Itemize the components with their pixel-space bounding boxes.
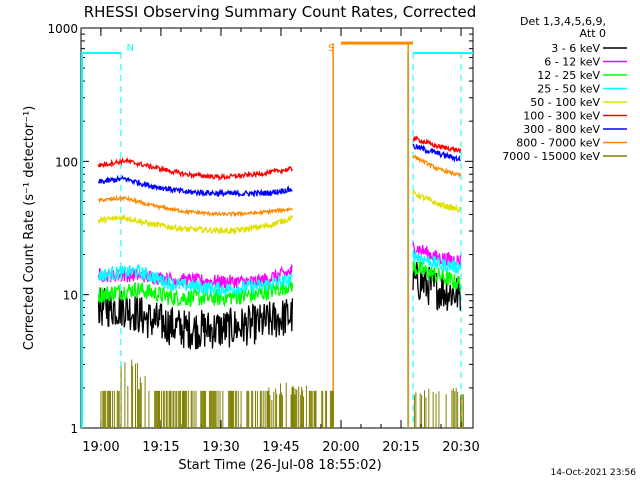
legend-label: 25 - 50 keV bbox=[537, 83, 600, 96]
legend-header-line: Att 0 bbox=[580, 27, 606, 40]
x-tick-label: 19:30 bbox=[202, 440, 239, 455]
series-line bbox=[97, 194, 293, 218]
y-axis-label: Corrected Count Rate (s⁻¹ detector⁻¹) bbox=[22, 106, 37, 351]
y-tick-label: 1 bbox=[70, 422, 78, 436]
y-tick-label: 1000 bbox=[47, 22, 78, 36]
legend-header-line: Det 1,3,4,5,6,9, bbox=[520, 15, 606, 28]
legend-label: 7000 - 15000 keV bbox=[502, 150, 600, 163]
x-axis-label: Start Time (26-Jul-08 18:55:02) bbox=[178, 458, 381, 473]
chart-title: RHESSI Observing Summary Count Rates, Co… bbox=[84, 3, 477, 21]
series-3-6-kev bbox=[97, 261, 462, 350]
series-line bbox=[412, 261, 462, 311]
y-tick-label: 100 bbox=[55, 155, 78, 169]
x-tick-label: 19:15 bbox=[142, 440, 179, 455]
x-tick-label: 20:15 bbox=[382, 440, 419, 455]
series-line bbox=[97, 262, 293, 298]
flag-annotation: N bbox=[127, 43, 134, 54]
legend-label: 100 - 300 keV bbox=[523, 110, 600, 123]
x-tick-label: 20:30 bbox=[442, 440, 479, 455]
legend-label: 50 - 100 keV bbox=[530, 96, 600, 109]
flag-annotation: S bbox=[328, 43, 334, 54]
x-axis: 19:00 19:15 19:30 19:45 20:00 20:15 20:30 Star… bbox=[82, 28, 480, 473]
series-300-800-kev bbox=[97, 143, 461, 198]
x-tick-label: 19:00 bbox=[82, 440, 119, 455]
series-6-12-kev bbox=[97, 242, 462, 290]
series-7000-15000-kev bbox=[100, 359, 464, 428]
series-line bbox=[412, 135, 462, 154]
legend-label: 3 - 6 keV bbox=[551, 42, 600, 55]
series-line bbox=[412, 189, 461, 213]
plot-frame bbox=[80, 27, 474, 429]
series-line bbox=[412, 153, 462, 179]
legend-label: 6 - 12 keV bbox=[544, 56, 600, 69]
series-line bbox=[412, 250, 462, 274]
timestamp: 14-Oct-2021 23:56 bbox=[551, 468, 637, 478]
y-tick-label: 10 bbox=[63, 289, 78, 303]
series-line bbox=[97, 213, 294, 235]
series-100-300-kev bbox=[97, 135, 462, 182]
legend-label: 800 - 7000 keV bbox=[516, 137, 600, 150]
series-line bbox=[97, 287, 294, 350]
x-tick-label: 20:00 bbox=[322, 440, 359, 455]
legend-label: 300 - 800 keV bbox=[523, 123, 600, 136]
series-line bbox=[97, 174, 293, 198]
series-800-7000-kev bbox=[97, 153, 462, 218]
legend-label: 12 - 25 keV bbox=[537, 69, 600, 82]
series-line bbox=[412, 143, 461, 163]
series-layer bbox=[97, 135, 464, 428]
series-line bbox=[97, 156, 293, 182]
x-tick-label: 19:45 bbox=[262, 440, 299, 455]
series-line bbox=[412, 260, 462, 293]
series-50-100-kev bbox=[97, 189, 461, 235]
series-25-50-kev bbox=[97, 250, 462, 298]
